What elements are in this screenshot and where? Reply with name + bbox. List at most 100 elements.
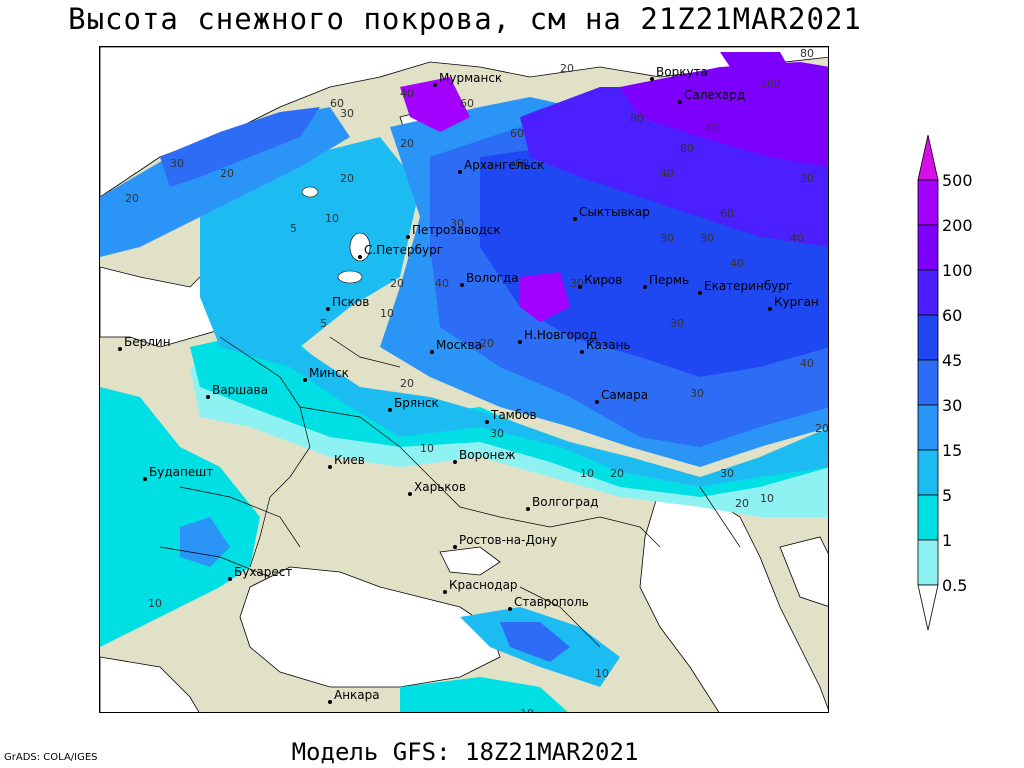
city-marker <box>643 285 647 289</box>
colorbar-swatch <box>917 449 939 496</box>
city-marker <box>143 477 147 481</box>
svg-text:30: 30 <box>670 317 684 330</box>
cities: Мурманск Воркута Салехард Архангельск Сыктыв… <box>118 65 819 704</box>
city-marker <box>453 545 457 549</box>
city-label: Ростов-на-Дону <box>459 533 557 547</box>
svg-text:30: 30 <box>490 427 504 440</box>
city-label: Архангельск <box>464 158 544 172</box>
city-label: Берлин <box>124 335 171 349</box>
svg-text:5: 5 <box>320 317 327 330</box>
svg-text:100: 100 <box>760 77 781 90</box>
colorbar-swatch <box>917 314 939 361</box>
colorbar-level-label: 15 <box>942 441 963 460</box>
svg-text:10: 10 <box>520 707 534 713</box>
svg-text:10: 10 <box>325 212 339 225</box>
svg-text:20: 20 <box>480 337 494 350</box>
colorbar-level-label: 60 <box>942 306 963 325</box>
city-marker <box>358 255 362 259</box>
city-label: Петрозаводск <box>412 223 501 237</box>
contour-labels: 40 60 20 30 60 20 100 80 80 80 40 60 60 … <box>125 47 829 713</box>
city-label: Мурманск <box>439 71 502 85</box>
svg-text:40: 40 <box>435 277 449 290</box>
city-marker <box>406 235 410 239</box>
city-label: Брянск <box>394 396 439 410</box>
svg-text:40: 40 <box>400 87 414 100</box>
colorbar <box>917 135 939 631</box>
city-marker <box>460 283 464 287</box>
city-marker <box>408 492 412 496</box>
svg-text:20: 20 <box>220 167 234 180</box>
colorbar-swatch <box>917 404 939 451</box>
city-marker <box>328 465 332 469</box>
svg-text:80: 80 <box>800 47 814 60</box>
city-label: Н.Новгород <box>524 328 597 342</box>
svg-text:30: 30 <box>690 387 704 400</box>
svg-text:20: 20 <box>400 377 414 390</box>
borders <box>159 336 741 648</box>
grads-credit: GrADS: COLA/IGES <box>4 752 98 763</box>
svg-text:40: 40 <box>705 122 719 135</box>
svg-text:10: 10 <box>760 492 774 505</box>
city-label: Киев <box>334 453 365 467</box>
city-label: Киров <box>584 273 622 287</box>
city-marker <box>768 307 772 311</box>
city-marker <box>433 83 437 87</box>
city-marker <box>698 291 702 295</box>
city-marker <box>388 408 392 412</box>
city-marker <box>326 307 330 311</box>
colorbar-level-label: 1 <box>942 531 953 550</box>
svg-text:20: 20 <box>815 422 829 435</box>
city-marker <box>118 347 122 351</box>
svg-text:30: 30 <box>700 232 714 245</box>
svg-text:20: 20 <box>390 277 404 290</box>
svg-text:60: 60 <box>510 127 524 140</box>
city-label: Будапешт <box>149 465 213 479</box>
city-marker <box>206 395 210 399</box>
city-marker <box>678 100 682 104</box>
svg-text:40: 40 <box>660 167 674 180</box>
city-marker <box>443 590 447 594</box>
city-label: Бухарест <box>234 565 292 579</box>
svg-text:60: 60 <box>330 97 344 110</box>
city-marker <box>430 350 434 354</box>
svg-text:20: 20 <box>125 192 139 205</box>
colorbar-swatch <box>917 269 939 316</box>
city-marker <box>595 400 599 404</box>
snow-cover <box>100 52 828 712</box>
svg-text:30: 30 <box>340 107 354 120</box>
svg-text:20: 20 <box>735 497 749 510</box>
svg-text:10: 10 <box>420 442 434 455</box>
svg-text:5: 5 <box>290 222 297 235</box>
city-label: Тамбов <box>490 408 537 422</box>
colorbar-level-label: 200 <box>942 216 973 235</box>
svg-text:60: 60 <box>515 157 529 170</box>
city-label: Воронеж <box>459 448 516 462</box>
svg-text:20: 20 <box>340 172 354 185</box>
city-label: С.Петербург <box>364 243 443 257</box>
city-label: Волгоград <box>532 495 598 509</box>
city-label: Вологда <box>466 271 519 285</box>
city-marker <box>526 507 530 511</box>
svg-text:30: 30 <box>800 172 814 185</box>
lakes <box>301 186 371 284</box>
city-label: Москва <box>436 338 482 352</box>
city-marker <box>303 378 307 382</box>
city-marker <box>580 350 584 354</box>
svg-text:30: 30 <box>450 217 464 230</box>
svg-text:10: 10 <box>595 667 609 680</box>
svg-text:30: 30 <box>720 467 734 480</box>
colorbar-top-arrow <box>917 135 939 181</box>
svg-text:10: 10 <box>380 307 394 320</box>
svg-text:60: 60 <box>460 97 474 110</box>
svg-text:10: 10 <box>580 467 594 480</box>
city-label: Самара <box>601 388 648 402</box>
map-title: Высота снежного покрова, см на 21Z21MAR2… <box>68 2 862 36</box>
city-marker <box>485 420 489 424</box>
city-marker <box>518 340 522 344</box>
colorbar-swatch <box>917 179 939 226</box>
city-label: Воркута <box>656 65 708 79</box>
city-label: Псков <box>332 295 369 309</box>
colorbar-level-label: 45 <box>942 351 963 370</box>
city-label: Варшава <box>212 383 268 397</box>
city-label: Ставрополь <box>514 595 589 609</box>
